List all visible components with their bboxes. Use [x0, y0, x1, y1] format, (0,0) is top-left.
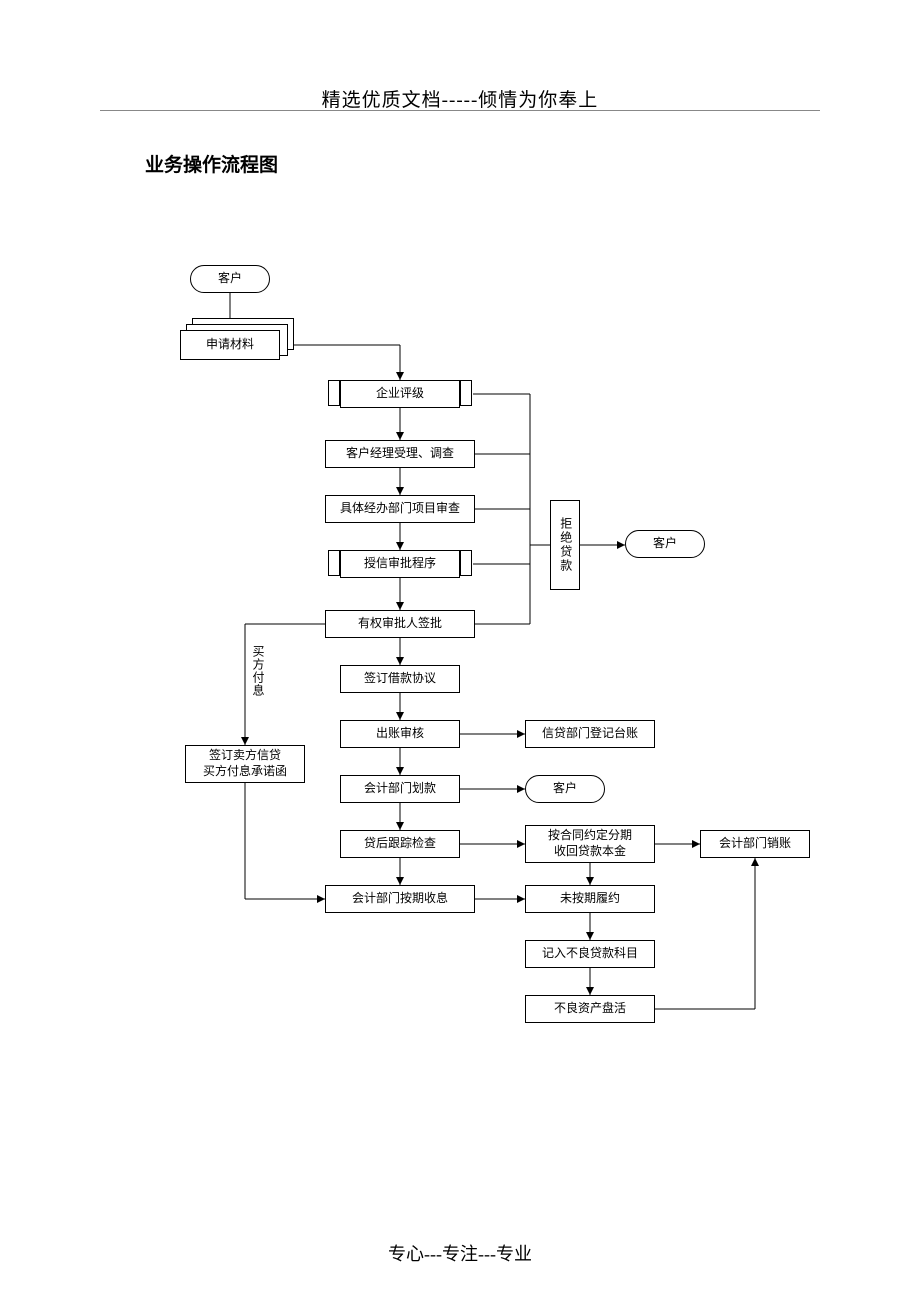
flow-node-collect: 按合同约定分期收回贷款本金 — [525, 825, 655, 863]
flow-edges — [130, 250, 830, 1100]
section-title: 业务操作流程图 — [145, 150, 278, 177]
flow-node-out_audit: 出账审核 — [340, 720, 460, 748]
flow-node-apply_doc: 申请材料 — [180, 330, 280, 360]
flow-node-acct_interest: 会计部门按期收息 — [325, 885, 475, 913]
page: 精选优质文档-----倾情为你奉上 业务操作流程图 客户申请材料企业评级客户经理… — [0, 0, 920, 1302]
flowchart: 客户申请材料企业评级客户经理受理、调查具体经办部门项目审查授信审批程序有权审批人… — [130, 250, 830, 1100]
flow-node-credit_proc: 授信审批程序 — [340, 550, 460, 578]
flow-node-ledger: 信贷部门登记台账 — [525, 720, 655, 748]
flow-node-sign_agree: 签订借款协议 — [340, 665, 460, 693]
flow-node-commitment: 签订卖方信贷买方付息承诺函 — [185, 745, 305, 783]
flow-node-customer_mid: 客户 — [525, 775, 605, 803]
flow-node-acct_pay: 会计部门划款 — [340, 775, 460, 803]
flow-label-buyer_note: 买方付息 — [250, 645, 267, 697]
flow-node-customer_top: 客户 — [190, 265, 270, 293]
flow-node-default: 未按期履约 — [525, 885, 655, 913]
flow-node-customer_rej: 客户 — [625, 530, 705, 558]
flow-node-bad_record: 记入不良贷款科目 — [525, 940, 655, 968]
page-footer: 专心---专注---专业 — [0, 1240, 920, 1266]
flow-node-manager: 客户经理受理、调查 — [325, 440, 475, 468]
flow-node-acct_close: 会计部门销账 — [700, 830, 810, 858]
flow-node-reject: 拒绝贷款 — [550, 500, 580, 590]
flow-node-post_check: 贷后跟踪检查 — [340, 830, 460, 858]
header-divider — [100, 110, 820, 111]
page-header: 精选优质文档-----倾情为你奉上 — [0, 85, 920, 112]
flow-node-rating: 企业评级 — [340, 380, 460, 408]
flow-node-bad_revive: 不良资产盘活 — [525, 995, 655, 1023]
flow-node-approver: 有权审批人签批 — [325, 610, 475, 638]
flow-node-dept_review: 具体经办部门项目审查 — [325, 495, 475, 523]
